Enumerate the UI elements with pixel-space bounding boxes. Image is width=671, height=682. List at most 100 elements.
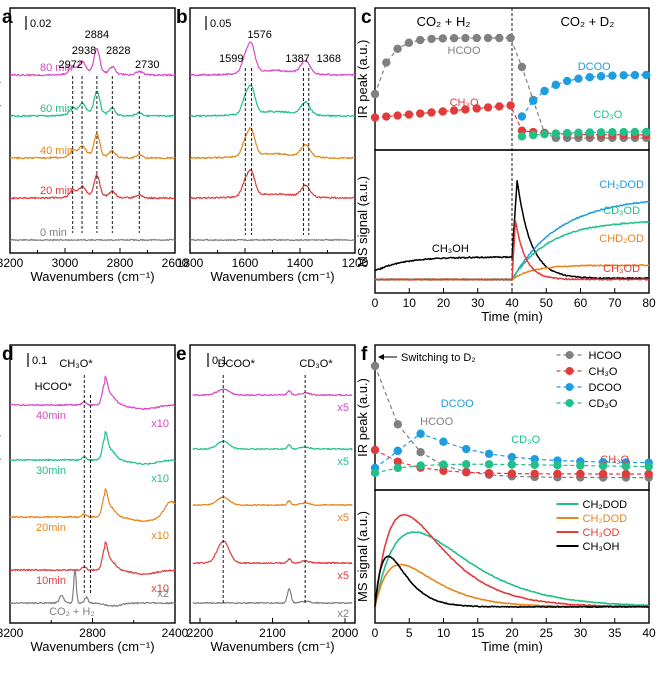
panel-e-mult-0: x2 <box>337 608 349 620</box>
panel-e-x-ticklabel-0: 2200 <box>187 626 214 640</box>
panel-a-series-label-4: 80 min <box>40 62 73 74</box>
panel-c-ir-point-0-11 <box>495 33 504 43</box>
panel-c-ir-point-3-1 <box>529 130 538 140</box>
panel-f-ylabel-top: IR peak (a.u.) <box>355 378 370 457</box>
panel-f-legend-label-3: CD₃O <box>589 398 618 410</box>
panel-c-ir-point-0-8 <box>461 33 470 43</box>
panel-c-ir-point-0-2 <box>393 44 402 53</box>
panel-c-ir-point-2-5 <box>574 74 583 83</box>
panel-c-ir-point-3-9 <box>619 127 628 137</box>
panel-c-ir-point-3-10 <box>630 127 640 137</box>
panel-c-ir-point-3-2 <box>540 130 549 139</box>
panel-f-ir-point-3-0 <box>370 468 380 477</box>
panel-f-ir-point-3-7 <box>530 460 539 470</box>
panel-c-x-ticklabel-7: 70 <box>608 296 622 310</box>
panel-c-cond-1: CO₂ + D₂ <box>560 14 614 29</box>
panel-f-ir-point-1-3 <box>439 466 448 475</box>
panel-f-ir-point-2-4 <box>462 444 471 454</box>
panel-d-mult-2: x10 <box>151 473 169 485</box>
panel-f-x-ticklabel-0: 0 <box>372 626 379 640</box>
panel-c-ir-point-2-1 <box>529 96 538 106</box>
panel-c-ir-point-1-1 <box>382 112 391 121</box>
panel-b-peak-label-2: 1387 <box>285 53 309 65</box>
panel-f-ir-point-1-11 <box>621 469 631 479</box>
panel-c-ms-label-1: CH₂DOD <box>599 179 644 191</box>
panel-b-peak-label-3: 1368 <box>317 53 341 65</box>
panel-e-peak-label-0: DCOO* <box>218 358 256 370</box>
panel-f-ir-point-3-11 <box>621 462 631 471</box>
panel-e-series-1 <box>192 540 353 565</box>
panel-f-legend-marker-2 <box>565 383 574 391</box>
panel-a-ylabel: Absorbance (a.u.) <box>0 79 1 182</box>
panel-f-ms-series-1 <box>374 563 650 608</box>
panel-c-ir-point-0-10 <box>483 33 493 43</box>
panel-f-ir-point-2-5 <box>484 449 494 459</box>
panel-c-ir-point-3-3 <box>551 129 561 138</box>
panel-f-arrow-head <box>378 354 384 360</box>
panel-b-series-0 <box>189 238 355 242</box>
panel-c-ir-point-2-7 <box>596 72 606 81</box>
panel-a-x-ticklabel-3: 2600 <box>162 256 189 270</box>
panel-b-series-4 <box>189 41 356 77</box>
panel-f-ir-point-3-10 <box>598 461 608 471</box>
panel-d-series-0 <box>9 541 176 576</box>
panel-b-x-ticklabel-3: 1200 <box>342 256 369 270</box>
panel-f-ir-point-3-9 <box>576 461 585 470</box>
panel-d-series-3 <box>9 375 176 411</box>
panel-b-x-ticklabel-0: 1800 <box>177 256 204 270</box>
panel-c-ir-point-2-0 <box>517 112 527 121</box>
panel-c-x-ticklabel-3: 30 <box>471 296 485 310</box>
panel-d-mult-3: x10 <box>151 418 169 430</box>
panel-a-x-ticklabel-2: 2800 <box>107 256 134 270</box>
panel-a-peak-label-2: 2884 <box>85 29 109 41</box>
panel-f-label: f <box>361 344 368 365</box>
panel-a-peak-label-4: 2730 <box>135 59 159 71</box>
panel-f-ir-point-3-3 <box>439 460 448 469</box>
panel-c-xlabel: Time (min) <box>481 309 543 324</box>
panel-a-peak-label-1: 2938 <box>72 45 96 57</box>
panel-e-xlabel: Wavenumbers (cm⁻¹) <box>210 639 334 654</box>
panel-f-ir-point-1-1 <box>393 457 403 466</box>
panel-c-ir-point-1-8 <box>461 105 470 114</box>
panel-e-x-ticklabel-2: 2000 <box>332 626 359 640</box>
panel-c-ir-point-2-8 <box>608 71 617 80</box>
panel-f-legend-label-2: DCOO <box>589 382 622 394</box>
panel-f-ir-point-0-1 <box>393 420 403 429</box>
panel-e-x-ticklabel-1: 2100 <box>259 626 286 640</box>
panel-f-legend-marker-1 <box>565 367 574 375</box>
panel-c-x-ticklabel-5: 50 <box>540 296 554 310</box>
panel-f-ms-legend-label-2: CH₃OD <box>583 527 620 539</box>
panel-f-x-ticklabel-7: 35 <box>608 626 622 640</box>
panel-d-series-label-3: 40min <box>36 410 66 422</box>
panel-f-ir-point-0-2 <box>416 447 425 457</box>
panel-f-ir-point-1-12 <box>644 469 653 479</box>
panel-d-label: d <box>2 344 14 365</box>
panel-a-series-1 <box>9 174 176 200</box>
panel-f-ir-label-0: HCOO <box>420 416 453 428</box>
panel-f-ir-point-2-6 <box>507 452 517 462</box>
panel-c-ir-point-3-4 <box>562 128 572 138</box>
panel-d-ylabel: Absorbance (a.u.) <box>0 432 1 535</box>
panel-c-x-ticklabel-0: 0 <box>372 296 379 310</box>
panel-a-series-label-1: 20 min <box>40 185 73 197</box>
panel-c-ir-point-1-0 <box>370 113 380 122</box>
panel-c-x-ticklabel-1: 10 <box>403 296 417 310</box>
panel-c-ir-point-1-11 <box>495 102 504 111</box>
panel-e-series-2 <box>192 496 353 507</box>
panel-f-ir-point-1-10 <box>598 469 608 479</box>
panel-d-mult-0: x10 <box>151 583 169 595</box>
panel-f-ir-point-3-6 <box>507 460 517 469</box>
panel-c-ir-point-2-2 <box>540 86 549 96</box>
panel-c-ylabel-top: IR peak (a.u.) <box>355 40 370 119</box>
panel-c-ir-line-2 <box>521 74 647 117</box>
panel-a-peak-label-3: 2828 <box>106 45 130 57</box>
panel-c-ir-label-3: CD₃O <box>593 109 622 121</box>
panel-f-x-ticklabel-5: 25 <box>540 626 554 640</box>
panel-f-x-ticklabel-3: 15 <box>471 626 485 640</box>
panel-f-ms-legend-label-3: CH₃OH <box>583 541 620 553</box>
panel-c-ir-point-2-3 <box>551 80 561 90</box>
panel-e-label: e <box>176 344 187 365</box>
panel-f-x-ticklabel-2: 10 <box>437 626 451 640</box>
panel-c-ir-point-0-0 <box>370 89 380 99</box>
